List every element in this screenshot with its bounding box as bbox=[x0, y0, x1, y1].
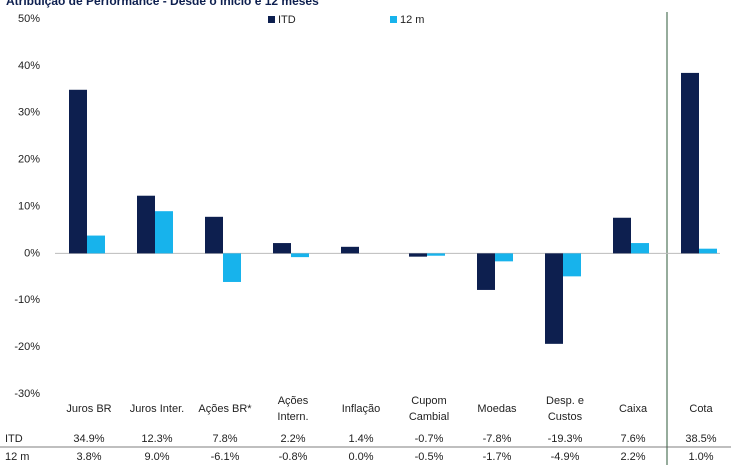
bar bbox=[699, 248, 717, 254]
table-value: 7.6% bbox=[620, 433, 645, 445]
bar bbox=[495, 253, 513, 262]
table-value: 2.2% bbox=[620, 451, 645, 463]
bar bbox=[681, 72, 699, 254]
bar bbox=[223, 253, 241, 282]
y-tick-label: 30% bbox=[18, 107, 40, 119]
bar bbox=[477, 253, 495, 290]
table-value: -1.7% bbox=[483, 451, 512, 463]
y-tick-label: 40% bbox=[18, 60, 40, 72]
y-tick-label: 0% bbox=[24, 247, 40, 259]
table-value: -6.1% bbox=[211, 451, 240, 463]
x-tick-label: Cota bbox=[689, 403, 713, 415]
table-value: 3.8% bbox=[76, 451, 101, 463]
table-value: 2.2% bbox=[280, 433, 305, 445]
table-value: -7.8% bbox=[483, 433, 512, 445]
y-tick-label: -20% bbox=[14, 341, 40, 353]
table-value: 7.8% bbox=[212, 433, 237, 445]
table-value: -4.9% bbox=[551, 451, 580, 463]
x-tick-label: Moedas bbox=[477, 403, 517, 415]
y-tick-label: -10% bbox=[14, 294, 40, 306]
x-tick-label: Cupom Cambial bbox=[408, 395, 450, 423]
bar bbox=[273, 243, 291, 254]
y-tick-label: -30% bbox=[14, 388, 40, 400]
legend-label: 12 m bbox=[400, 14, 424, 26]
table-value: 1.0% bbox=[688, 451, 713, 463]
y-tick-label: 10% bbox=[18, 200, 40, 212]
bar bbox=[631, 243, 649, 254]
table-value: 12.3% bbox=[141, 433, 172, 445]
x-tick-label: Juros Inter. bbox=[129, 403, 185, 415]
table-value: -0.5% bbox=[415, 451, 444, 463]
chart-title: Atribuição de Performance - Desde o iníc… bbox=[6, 0, 319, 8]
x-tick-label: Juros BR bbox=[66, 403, 112, 415]
legend-swatch bbox=[268, 16, 275, 23]
bar bbox=[545, 253, 563, 344]
y-tick-label: 50% bbox=[18, 13, 40, 25]
legend-swatch bbox=[390, 16, 397, 23]
table-value: -19.3% bbox=[548, 433, 583, 445]
table-value: 1.4% bbox=[348, 433, 373, 445]
bar bbox=[427, 253, 445, 256]
bar bbox=[409, 253, 427, 257]
bar bbox=[563, 253, 581, 277]
table-value: -0.7% bbox=[415, 433, 444, 445]
legend-label: ITD bbox=[278, 14, 296, 26]
bar bbox=[69, 89, 87, 254]
x-tick-label: Desp. e Custos bbox=[546, 395, 584, 423]
bar bbox=[137, 195, 155, 254]
x-tick-label: Caixa bbox=[618, 403, 648, 415]
row-label: 12 m bbox=[5, 451, 29, 463]
bar bbox=[205, 216, 223, 254]
bar bbox=[87, 235, 105, 254]
table-value: 34.9% bbox=[73, 433, 104, 445]
bar bbox=[155, 211, 173, 254]
bar bbox=[341, 246, 359, 254]
row-label: ITD bbox=[5, 433, 23, 445]
y-tick-label: 20% bbox=[18, 154, 40, 166]
table-value: 38.5% bbox=[685, 433, 716, 445]
table-value: -0.8% bbox=[279, 451, 308, 463]
x-tick-label: Inflação bbox=[341, 403, 381, 415]
x-tick-label: Ações Intern. bbox=[277, 395, 309, 423]
table-value: 0.0% bbox=[348, 451, 373, 463]
bar bbox=[291, 253, 309, 258]
bar bbox=[613, 217, 631, 254]
x-tick-label: Ações BR* bbox=[198, 403, 252, 415]
table-value: 9.0% bbox=[144, 451, 169, 463]
